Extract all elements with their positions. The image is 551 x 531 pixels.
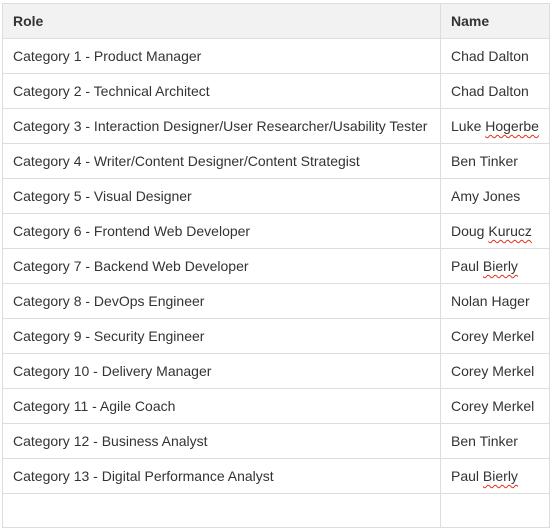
role-cell[interactable]: Category 8 - DevOps Engineer xyxy=(2,283,441,319)
name-cell[interactable]: Luke Hogerbe xyxy=(440,108,550,144)
table-row: Category 7 - Backend Web Developer Paul B… xyxy=(2,248,550,284)
table-header-row: Role Name xyxy=(2,3,550,39)
first-name: Doug xyxy=(451,223,485,239)
role-cell[interactable]: Category 2 - Technical Architect xyxy=(2,73,441,109)
table-row: Category 6 - Frontend Web Developer Doug … xyxy=(2,213,550,249)
last-name: Jones xyxy=(482,188,521,204)
table-row: Category 2 - Technical Architect Chad Dal… xyxy=(2,73,550,109)
name-cell[interactable]: Corey Merkel xyxy=(440,318,550,354)
table-row: Category 8 - DevOps Engineer Nolan Hager xyxy=(2,283,550,319)
role-cell[interactable]: Category 10 - Delivery Manager xyxy=(2,353,441,389)
name-cell[interactable]: Corey Merkel xyxy=(440,353,550,389)
table-row xyxy=(2,493,550,528)
role-cell[interactable]: Category 12 - Business Analyst xyxy=(2,423,441,459)
table-row: Category 5 - Visual Designer Amy Jones xyxy=(2,178,550,214)
role-cell[interactable]: Category 6 - Frontend Web Developer xyxy=(2,213,441,249)
table-row: Category 10 - Delivery Manager Corey Merk… xyxy=(2,353,550,389)
last-name: Merkel xyxy=(492,363,535,379)
column-header-role: Role xyxy=(2,3,441,39)
name-cell[interactable]: Chad Dalton xyxy=(440,73,550,109)
role-cell[interactable] xyxy=(2,493,441,528)
table-row: Category 11 - Agile Coach Corey Merkel xyxy=(2,388,550,424)
first-name: Corey xyxy=(451,398,489,414)
roles-table: Role Name Category 1 - Product Manager Ch… xyxy=(2,3,550,528)
name-cell[interactable]: Doug Kurucz xyxy=(440,213,550,249)
role-cell[interactable]: Category 4 - Writer/Content Designer/Con… xyxy=(2,143,441,179)
role-cell[interactable]: Category 11 - Agile Coach xyxy=(2,388,441,424)
first-name: Ben xyxy=(451,153,476,169)
first-name: Nolan xyxy=(451,293,488,309)
last-name-spellcheck-flagged: Bierly xyxy=(482,468,518,484)
name-cell[interactable]: Paul Bierly xyxy=(440,248,550,284)
first-name: Corey xyxy=(451,328,489,344)
last-name: Dalton xyxy=(488,83,529,99)
role-cell[interactable]: Category 13 - Digital Performance Analys… xyxy=(2,458,441,494)
role-cell[interactable]: Category 7 - Backend Web Developer xyxy=(2,248,441,284)
last-name: Dalton xyxy=(488,48,529,64)
role-cell[interactable]: Category 1 - Product Manager xyxy=(2,38,441,74)
last-name: Tinker xyxy=(479,433,518,449)
table-row: Category 1 - Product Manager Chad Dalton xyxy=(2,38,550,74)
first-name: Corey xyxy=(451,363,489,379)
last-name-spellcheck-flagged: Kurucz xyxy=(488,223,532,239)
name-cell[interactable]: Paul Bierly xyxy=(440,458,550,494)
last-name: Hager xyxy=(491,293,530,309)
roles-table-container: Role Name Category 1 - Product Manager Ch… xyxy=(2,3,550,528)
last-name: Tinker xyxy=(479,153,518,169)
role-cell[interactable]: Category 3 - Interaction Designer/User R… xyxy=(2,108,441,144)
table-row: Category 4 - Writer/Content Designer/Con… xyxy=(2,143,550,179)
first-name: Amy xyxy=(451,188,479,204)
table-row: Category 9 - Security Engineer Corey Merk… xyxy=(2,318,550,354)
first-name: Paul xyxy=(451,258,480,274)
first-name: Paul xyxy=(451,468,480,484)
first-name: Chad xyxy=(451,48,485,64)
column-header-name: Name xyxy=(440,3,550,39)
name-cell[interactable]: Chad Dalton xyxy=(440,38,550,74)
table-row: Category 12 - Business Analyst Ben Tinker xyxy=(2,423,550,459)
role-cell[interactable]: Category 9 - Security Engineer xyxy=(2,318,441,354)
name-cell[interactable]: Amy Jones xyxy=(440,178,550,214)
table-row: Category 3 - Interaction Designer/User R… xyxy=(2,108,550,144)
name-cell[interactable]: Nolan Hager xyxy=(440,283,550,319)
role-cell[interactable]: Category 5 - Visual Designer xyxy=(2,178,441,214)
table-row: Category 13 - Digital Performance Analys… xyxy=(2,458,550,494)
name-cell[interactable] xyxy=(440,493,550,528)
name-cell[interactable]: Ben Tinker xyxy=(440,423,550,459)
last-name: Merkel xyxy=(492,328,535,344)
first-name: Ben xyxy=(451,433,476,449)
name-cell[interactable]: Corey Merkel xyxy=(440,388,550,424)
last-name-spellcheck-flagged: Bierly xyxy=(482,258,518,274)
last-name: Merkel xyxy=(492,398,535,414)
name-cell[interactable]: Ben Tinker xyxy=(440,143,550,179)
table-body: Category 1 - Product Manager Chad Dalton C… xyxy=(2,38,550,528)
first-name: Luke xyxy=(451,118,482,134)
last-name-spellcheck-flagged: Hogerbe xyxy=(485,118,539,134)
first-name: Chad xyxy=(451,83,485,99)
